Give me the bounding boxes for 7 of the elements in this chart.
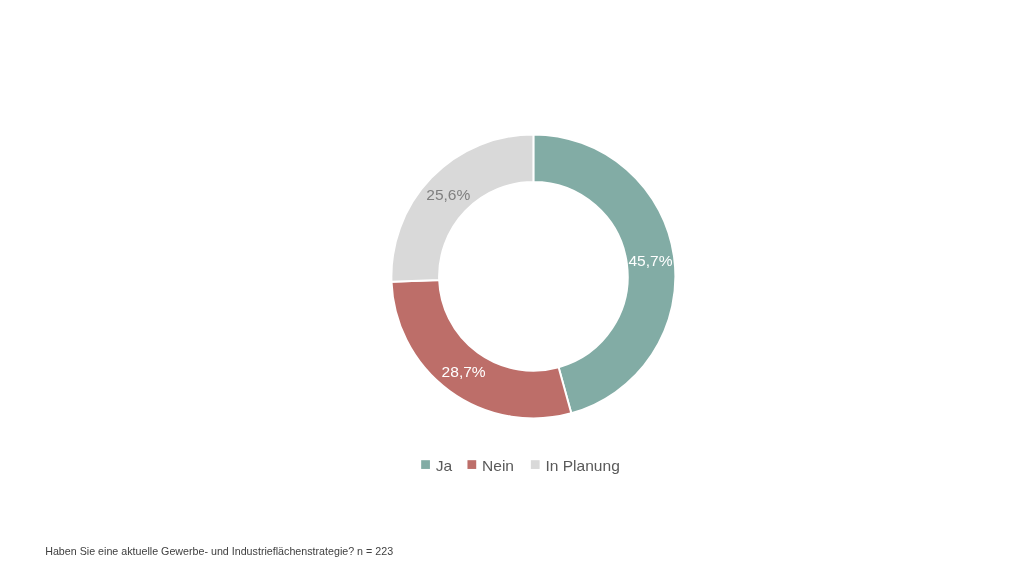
data-label: 45,7% bbox=[628, 251, 673, 269]
data-label: 28,7% bbox=[441, 363, 486, 381]
text: Haben Sie eine aktuelle Gewerbe- und Industrieflächenstrategie? n = 223 bbox=[45, 545, 394, 558]
legend-label: Nein bbox=[482, 456, 515, 474]
legend-label: Ja bbox=[435, 456, 453, 474]
legend-label: In Planung bbox=[545, 456, 620, 474]
data-label: 25,6% bbox=[426, 185, 471, 203]
